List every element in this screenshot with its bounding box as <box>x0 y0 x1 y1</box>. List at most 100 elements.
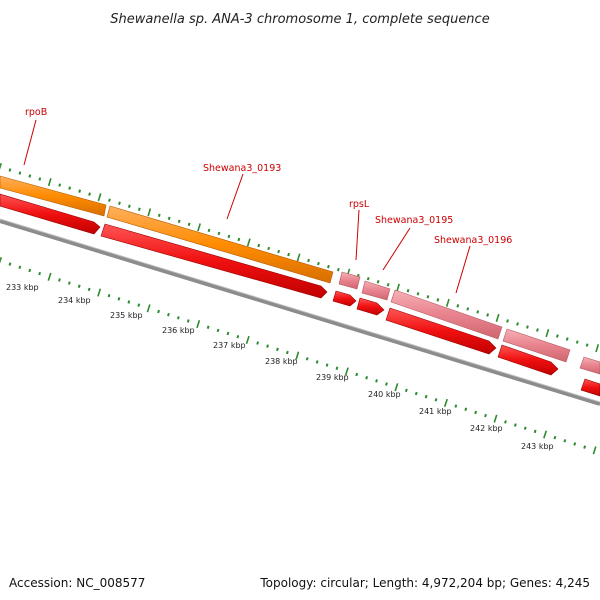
kbp-label: 234 kbp <box>58 296 91 305</box>
inner-tick <box>315 360 319 364</box>
inner-tick <box>365 376 369 380</box>
inner-tick <box>8 262 12 266</box>
cds-edge-arrow <box>580 378 600 397</box>
leader-line-Shewana3_0196 <box>455 245 471 294</box>
summary-text: Topology: circular; Length: 4,972,204 bp… <box>259 576 590 590</box>
outer-tick <box>8 168 12 172</box>
outer-tick <box>545 328 550 338</box>
outer-tick <box>366 276 370 281</box>
inner-tick <box>404 388 408 393</box>
outer-tick <box>406 289 410 293</box>
outer-tick <box>68 186 72 190</box>
outer-tick <box>78 189 82 193</box>
cds-Shewana3_0196-arrow <box>385 307 497 355</box>
inner-tick <box>513 423 517 427</box>
outer-tick <box>88 192 91 196</box>
gene-next-feature <box>502 328 571 363</box>
gene-rpsL-feature <box>338 271 361 290</box>
outer-tick <box>416 292 420 296</box>
outer-tick <box>287 252 290 257</box>
outer-tick <box>267 246 271 251</box>
kbp-label: 237 kbp <box>213 341 246 350</box>
outer-tick <box>227 234 231 239</box>
cds-Shewana3_0193-arrow <box>100 223 328 299</box>
inner-tick <box>67 281 71 285</box>
kbp-label: 243 kbp <box>521 442 554 451</box>
inner-tick <box>504 420 507 424</box>
inner-tick <box>58 278 61 282</box>
inner-tick <box>474 410 478 415</box>
inner-tick <box>484 413 487 418</box>
inner-tick <box>295 351 300 360</box>
outer-tick <box>585 343 589 347</box>
outer-tick <box>307 258 310 263</box>
outer-tick <box>207 228 211 233</box>
outer-tick <box>565 337 569 341</box>
inner-tick <box>196 320 201 329</box>
sequence-backbone <box>0 219 600 406</box>
outer-tick <box>336 267 340 272</box>
outer-tick <box>595 344 600 353</box>
inner-tick <box>355 372 359 377</box>
outer-tick <box>167 216 171 221</box>
gene-label-Shewana3_0195: Shewana3_0195 <box>375 215 453 226</box>
inner-tick <box>305 357 309 361</box>
gene-label-group: rpoB Shewana3_0193 rpsL Shewana3_0195 Sh… <box>25 107 512 246</box>
kbp-label: 233 kbp <box>6 283 39 292</box>
inner-tick <box>344 367 349 376</box>
gene-label-rpsL: rpsL <box>349 199 370 210</box>
inner-tick <box>394 383 399 392</box>
inner-tick <box>146 304 151 313</box>
outer-tick <box>495 313 500 323</box>
inner-tick <box>176 316 180 320</box>
gene-edge-feature <box>579 356 600 375</box>
outer-tick <box>108 198 111 202</box>
inner-tick <box>18 265 22 270</box>
inner-tick <box>375 379 378 383</box>
outer-tick <box>97 193 102 202</box>
inner-tick <box>117 297 121 301</box>
inner-tick <box>256 341 260 345</box>
outer-tick <box>118 201 121 205</box>
inner-tick <box>87 287 91 292</box>
outer-tick <box>58 183 62 187</box>
inner-tick <box>245 335 250 344</box>
outer-tick-ring <box>0 162 600 353</box>
inner-tick <box>107 293 111 298</box>
outer-tick <box>47 178 52 187</box>
outer-tick <box>137 207 141 211</box>
leader-lines <box>23 119 471 294</box>
inner-tick <box>523 426 527 430</box>
outer-tick <box>28 174 32 178</box>
inner-tick <box>28 268 32 273</box>
outer-tick <box>376 280 380 284</box>
outer-tick <box>257 243 261 248</box>
inner-tick <box>97 288 102 297</box>
outer-tick <box>237 237 241 242</box>
accession-text: Accession: NC_008577 <box>9 576 145 590</box>
outer-tick <box>317 261 320 266</box>
inner-tick <box>335 366 339 370</box>
outer-tick <box>147 208 152 217</box>
outer-tick <box>296 253 301 262</box>
outer-tick <box>127 204 131 208</box>
gene-label-Shewana3_0193: Shewana3_0193 <box>203 163 281 174</box>
outer-tick <box>445 298 450 307</box>
outer-tick <box>575 340 579 344</box>
outer-tick <box>197 223 201 232</box>
inner-tick <box>493 414 498 423</box>
inner-tick <box>443 398 448 408</box>
outer-tick <box>217 231 221 236</box>
outer-tick <box>476 310 480 314</box>
gene-Shewana3_0196-feature <box>390 289 503 340</box>
inner-tick <box>127 300 131 304</box>
gene-Shewana3_0195-feature <box>361 280 391 301</box>
inner-tick <box>434 398 438 402</box>
outer-tick <box>426 295 430 299</box>
inner-tick <box>325 363 329 367</box>
inner-tick <box>0 256 2 264</box>
inner-tick <box>583 445 587 449</box>
outer-tick <box>436 298 440 302</box>
cds-next-arrow <box>497 344 559 376</box>
